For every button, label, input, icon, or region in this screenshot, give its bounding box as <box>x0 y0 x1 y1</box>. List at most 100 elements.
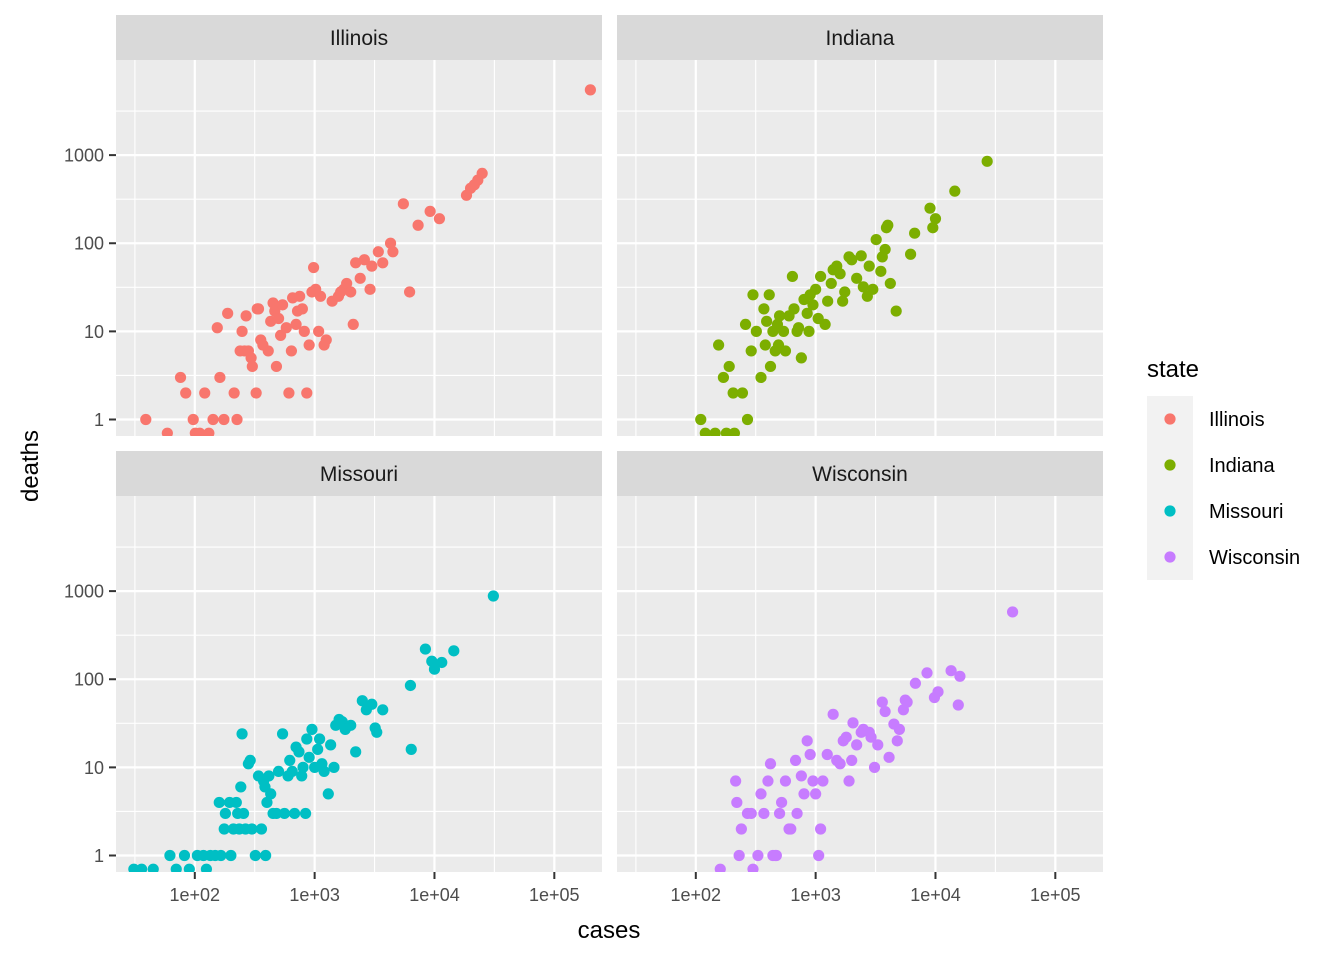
data-point <box>236 325 248 337</box>
x-tick-label: 1e+04 <box>409 885 460 905</box>
data-point <box>875 265 887 277</box>
data-point <box>741 413 754 426</box>
data-point <box>387 246 399 258</box>
y-axis-title: deaths <box>17 430 44 502</box>
data-point <box>884 277 896 290</box>
data-point <box>752 849 764 862</box>
data-point <box>377 257 389 269</box>
data-point <box>731 796 743 809</box>
data-point <box>320 334 332 346</box>
data-point <box>872 739 884 751</box>
data-point <box>371 726 383 738</box>
data-point <box>727 387 739 399</box>
legend-label-wisconsin: Wisconsin <box>1209 547 1300 569</box>
data-point <box>855 250 867 262</box>
data-point <box>879 705 891 718</box>
data-point <box>350 746 362 758</box>
data-point <box>822 295 834 307</box>
strip-illinois <box>116 15 602 60</box>
data-point <box>285 345 298 357</box>
data-point <box>954 670 966 682</box>
data-point <box>1006 606 1019 618</box>
data-point <box>747 863 759 872</box>
data-point <box>846 754 858 766</box>
data-point <box>761 315 773 327</box>
data-point <box>278 807 291 820</box>
data-point <box>759 339 771 351</box>
data-point <box>301 387 313 399</box>
data-point <box>404 679 417 692</box>
data-point <box>764 360 777 373</box>
data-point <box>807 299 819 311</box>
data-point <box>307 261 320 274</box>
data-point <box>758 303 770 315</box>
data-point <box>183 863 195 872</box>
data-point <box>246 360 258 373</box>
data-point <box>584 84 596 96</box>
plot-background <box>617 60 1103 436</box>
data-point <box>207 413 219 426</box>
data-point <box>433 213 446 225</box>
data-point <box>785 823 797 835</box>
data-point <box>200 863 213 872</box>
data-point <box>825 277 837 290</box>
data-point <box>272 312 285 325</box>
strip-missouri <box>116 451 602 496</box>
data-point <box>249 849 261 862</box>
data-point <box>723 360 735 373</box>
data-point <box>178 849 191 862</box>
data-point <box>215 849 227 862</box>
data-point <box>231 413 243 426</box>
data-point <box>949 185 961 197</box>
data-point <box>821 748 833 761</box>
panels-layer: Illinois 1 10 100 1000 Indiana Missouri 1 10 100 1… <box>64 15 1103 905</box>
strip-indiana <box>617 15 1103 60</box>
data-point <box>795 352 807 364</box>
data-point <box>405 743 417 755</box>
data-point <box>801 307 813 319</box>
data-point <box>770 849 782 862</box>
data-point <box>194 427 206 436</box>
data-point <box>286 765 298 778</box>
data-point <box>736 387 749 399</box>
legend-title: state <box>1147 356 1199 383</box>
data-point <box>834 758 846 770</box>
data-point <box>735 823 747 835</box>
legend-key-missouri <box>1164 505 1176 517</box>
data-point <box>252 303 265 315</box>
data-point <box>276 299 289 311</box>
panel-illinois: Illinois 1 10 100 1000 <box>64 15 602 436</box>
data-point <box>218 413 230 426</box>
data-point <box>228 387 240 399</box>
data-point <box>803 325 815 337</box>
plot-background <box>116 496 602 872</box>
data-point <box>280 322 292 334</box>
strip-label: Indiana <box>826 27 895 50</box>
data-point <box>879 243 891 256</box>
data-point <box>328 761 340 773</box>
data-point <box>187 413 199 426</box>
data-point <box>263 770 275 782</box>
x-tick-label: 1e+05 <box>1030 885 1081 905</box>
legend-key-illinois <box>1164 413 1176 425</box>
data-point <box>313 325 325 337</box>
data-point <box>290 318 302 330</box>
data-point <box>745 345 757 357</box>
data-point <box>834 268 846 280</box>
data-point <box>890 305 902 317</box>
legend: state Illinois Indiana Missouri Wisconsin <box>1147 356 1300 580</box>
x-tick-label: 1e+05 <box>529 885 580 905</box>
data-point <box>270 807 283 820</box>
panel-wisconsin: Wisconsin 1e+02 1e+03 1e+04 1e+05 <box>617 451 1103 905</box>
data-point <box>901 696 913 708</box>
data-point <box>909 677 922 689</box>
data-point <box>739 318 752 330</box>
data-point <box>865 731 877 743</box>
data-point <box>804 748 816 761</box>
data-point <box>857 281 869 293</box>
y-tick-label: 1000 <box>64 582 104 602</box>
y-tick-label: 1000 <box>64 146 104 166</box>
data-point <box>265 788 277 800</box>
data-point <box>870 233 882 246</box>
data-point <box>211 322 223 334</box>
